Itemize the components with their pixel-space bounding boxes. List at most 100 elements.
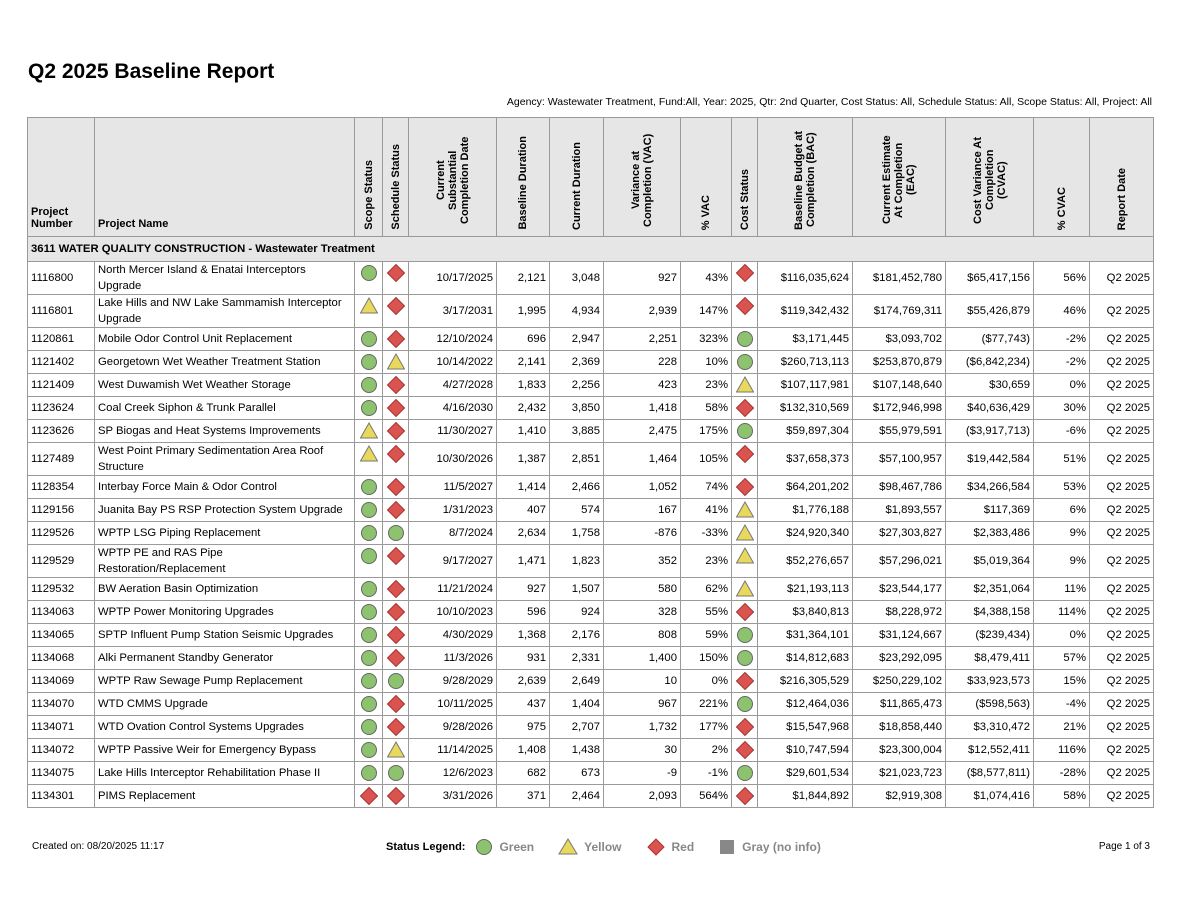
project-row: 1134069 WPTP Raw Sewage Pump Replacement 9… — [27, 669, 1154, 693]
value-cell: 4/30/2029 — [408, 623, 497, 647]
project-number: 1134070 — [27, 692, 95, 716]
value-cell: $3,310,472 — [945, 715, 1034, 739]
status-cell — [731, 396, 758, 420]
value-cell: 574 — [549, 498, 604, 522]
value-cell: 1,732 — [603, 715, 681, 739]
value-cell: $5,019,364 — [945, 544, 1034, 578]
value-cell: 175% — [680, 419, 732, 443]
value-cell: 1,438 — [549, 738, 604, 762]
value-cell: 371 — [496, 784, 550, 808]
value-cell: $107,148,640 — [852, 373, 946, 397]
status-cell — [354, 294, 383, 328]
project-row: 1134063 WPTP Power Monitoring Upgrades 10/… — [27, 600, 1154, 624]
value-cell: $8,228,972 — [852, 600, 946, 624]
status-icon — [387, 673, 404, 689]
column-header: % VAC — [680, 117, 732, 237]
value-cell: $12,464,036 — [757, 692, 853, 716]
status-cell — [382, 577, 409, 601]
value-cell: 4/16/2030 — [408, 396, 497, 420]
value-cell: 147% — [680, 294, 732, 328]
project-number: 1123626 — [27, 419, 95, 443]
value-cell: 2,432 — [496, 396, 550, 420]
status-cell — [731, 261, 758, 295]
value-cell: 682 — [496, 761, 550, 785]
status-shape — [360, 377, 377, 393]
header-text: Cost Variance At Completion (CVAC) — [971, 136, 1008, 224]
status-icon — [386, 297, 405, 315]
value-cell: 323% — [680, 327, 732, 351]
column-header: Baseline Duration — [496, 117, 550, 237]
value-cell: 9/28/2029 — [408, 669, 497, 693]
value-cell: 55% — [680, 600, 732, 624]
status-shape — [360, 265, 377, 281]
column-header: Project Name — [94, 117, 355, 237]
value-cell: 1,995 — [496, 294, 550, 328]
value-cell: 21% — [1033, 715, 1090, 739]
value-cell: $59,897,304 — [757, 419, 853, 443]
project-number: 1134065 — [27, 623, 95, 647]
header-text: % VAC — [700, 194, 712, 230]
value-cell: -876 — [603, 521, 681, 545]
status-cell — [731, 600, 758, 624]
value-cell: 1,758 — [549, 521, 604, 545]
value-cell: 975 — [496, 715, 550, 739]
status-shape — [360, 479, 377, 495]
status-cell — [731, 350, 758, 374]
project-row: 1134070 WTD CMMS Upgrade 10/11/2025 437 1,40… — [27, 692, 1154, 716]
status-cell — [731, 577, 758, 601]
value-cell: $3,840,813 — [757, 600, 853, 624]
status-shape — [360, 719, 377, 735]
status-cell — [354, 692, 383, 716]
value-cell: 2,256 — [549, 373, 604, 397]
status-cell — [731, 294, 758, 328]
value-cell: 11/14/2025 — [408, 738, 497, 762]
value-cell: 1,418 — [603, 396, 681, 420]
status-shape — [386, 478, 405, 496]
status-shape — [360, 548, 377, 564]
value-cell: $119,342,432 — [757, 294, 853, 328]
value-cell: 1,471 — [496, 544, 550, 578]
value-cell: $1,074,416 — [945, 784, 1034, 808]
value-cell: $23,300,004 — [852, 738, 946, 762]
legend-icon — [646, 838, 665, 856]
status-icon — [386, 353, 405, 370]
status-shape — [735, 672, 754, 690]
status-shape — [386, 445, 405, 463]
value-cell: 41% — [680, 498, 732, 522]
value-cell: ($77,743) — [945, 327, 1034, 351]
status-cell — [382, 738, 409, 762]
value-cell: 30 — [603, 738, 681, 762]
value-cell: 2,707 — [549, 715, 604, 739]
value-cell: 2,475 — [603, 419, 681, 443]
column-header: Cost Status — [731, 117, 758, 237]
value-cell: $31,124,667 — [852, 623, 946, 647]
project-row: 1120861 Mobile Odor Control Unit Replacem… — [27, 327, 1154, 351]
value-cell: $3,171,445 — [757, 327, 853, 351]
status-icon — [360, 650, 377, 666]
project-number: 1134069 — [27, 669, 95, 693]
status-icon — [360, 673, 377, 689]
status-icon — [360, 627, 377, 643]
status-icon — [736, 627, 753, 643]
status-icon — [736, 354, 753, 370]
value-cell: -28% — [1033, 761, 1090, 785]
value-cell: 2,141 — [496, 350, 550, 374]
value-cell: Q2 2025 — [1089, 396, 1154, 420]
value-cell: 3/17/2031 — [408, 294, 497, 328]
status-shape — [386, 695, 405, 713]
project-row: 1129156 Juanita Bay PS RSP Protection Sys… — [27, 498, 1154, 522]
status-cell — [731, 521, 758, 545]
value-cell: 58% — [680, 396, 732, 420]
value-cell: ($598,563) — [945, 692, 1034, 716]
value-cell: Q2 2025 — [1089, 738, 1154, 762]
value-cell: 15% — [1033, 669, 1090, 693]
value-cell: 11/21/2024 — [408, 577, 497, 601]
status-icon — [359, 422, 378, 439]
value-cell: Q2 2025 — [1089, 544, 1154, 578]
status-icon — [735, 501, 754, 518]
value-cell: Q2 2025 — [1089, 373, 1154, 397]
value-cell: 2,947 — [549, 327, 604, 351]
project-name: PIMS Replacement — [94, 784, 355, 808]
status-icon — [386, 422, 405, 440]
status-icon — [386, 376, 405, 394]
